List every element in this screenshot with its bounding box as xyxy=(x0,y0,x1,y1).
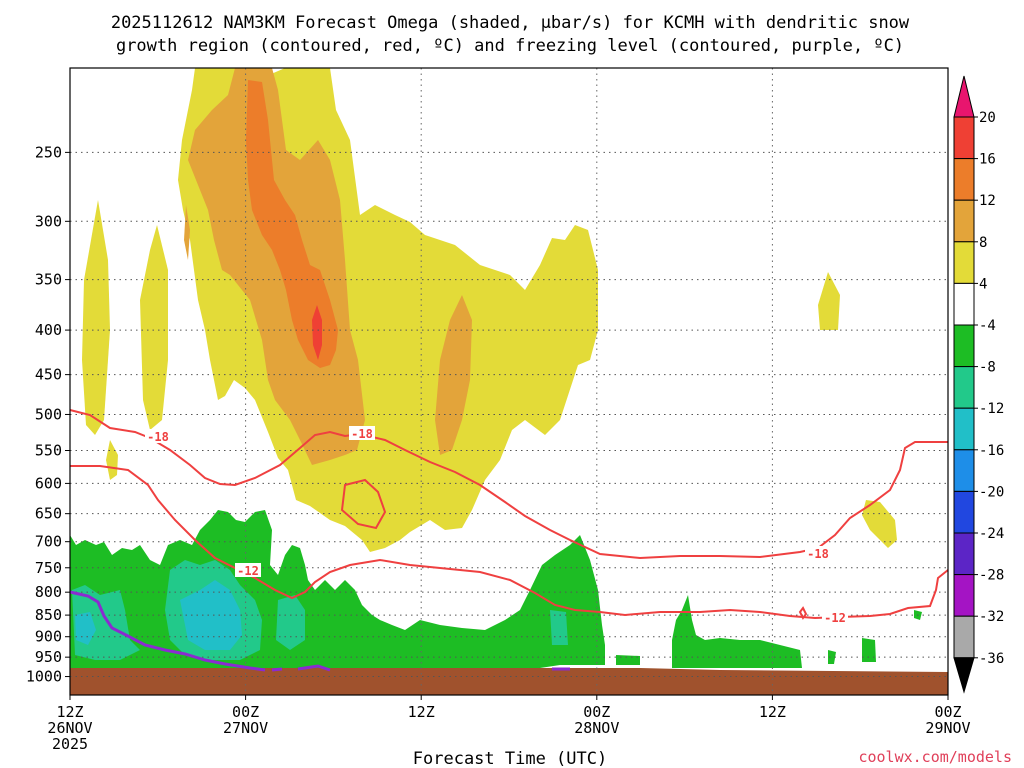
omega-16-20 xyxy=(312,305,322,360)
colorbar-label-5: -4 xyxy=(979,318,996,334)
colorbar-segment-1 xyxy=(953,116,975,160)
y-tick-label-250: 250 xyxy=(35,143,62,161)
colorbar: 20 16 12 8 4 -4 -8 -12 -16 -20 -24 -28 -32 -36 xyxy=(953,75,1004,694)
contour-minus12-loop xyxy=(340,478,387,530)
y-tick-label-450: 450 xyxy=(35,366,62,384)
contour-label-minus12-a: -12 xyxy=(237,564,259,578)
x-tick-label-36-1: 00Z xyxy=(583,703,610,721)
y-tick-label-350: 350 xyxy=(35,271,62,289)
y-tick-label-900: 900 xyxy=(35,628,62,646)
colorbar-segment-11 xyxy=(953,532,975,576)
colorbar-label-4: 4 xyxy=(979,276,987,292)
colorbar-segment-9 xyxy=(953,449,975,492)
credit-link[interactable]: coolwx.com/models xyxy=(858,748,1012,766)
x-axis-label: Forecast Time (UTC) xyxy=(413,749,607,768)
colorbar-segment-5 xyxy=(953,282,975,326)
contour-minus18-right xyxy=(817,441,948,549)
omega-4-8-left1 xyxy=(82,200,110,435)
y-tick-label-700: 700 xyxy=(35,533,62,551)
contour-minus12-small xyxy=(798,606,808,620)
contour-label-minus12-b: -12 xyxy=(824,611,846,625)
chart-title-line1: 2025112612 NAM3KM Forecast Omega (shaded… xyxy=(111,13,910,33)
x-tick-label-12-1: 00Z xyxy=(232,703,259,721)
colorbar-label-3: 8 xyxy=(979,235,987,251)
y-tick-label-1000: 1000 xyxy=(26,668,62,686)
colorbar-segment-2 xyxy=(953,158,975,201)
colorbar-segment-6 xyxy=(953,324,975,368)
x-tick-label-0-1: 12Z xyxy=(56,703,83,721)
x-tick-label-12-2: 27NOV xyxy=(223,719,268,737)
colorbar-segment-13 xyxy=(953,615,975,659)
omega-negative-shading xyxy=(70,510,922,668)
colorbar-label-6: -8 xyxy=(979,360,996,376)
y-axis-ticks: 250 300 350 400 450 500 550 600 650 700 750 800 850 9… xyxy=(26,143,70,686)
omega-4-8-right2 xyxy=(862,500,897,548)
colorbar-segment-4 xyxy=(953,241,975,284)
colorbar-label-0: 20 xyxy=(979,110,996,126)
colorbar-label-2: 12 xyxy=(979,193,996,209)
colorbar-label-12: -32 xyxy=(979,609,1004,625)
omega-neg-4-8-small3 xyxy=(616,655,640,665)
plot-frame xyxy=(69,67,949,696)
omega-4-8-left3 xyxy=(106,440,118,480)
omega-neg-4-8-small2 xyxy=(828,650,836,664)
colorbar-top-arrow xyxy=(953,75,975,118)
y-tick-label-500: 500 xyxy=(35,405,62,423)
omega-neg-12-16b xyxy=(75,612,96,645)
y-tick-label-300: 300 xyxy=(35,212,62,230)
omega-neg-12-16 xyxy=(180,580,242,650)
colorbar-segment-10 xyxy=(953,490,975,534)
y-tick-label-550: 550 xyxy=(35,442,62,460)
colorbar-label-1: 16 xyxy=(979,152,996,168)
colorbar-label-8: -16 xyxy=(979,443,1004,459)
x-tick-label-0-2: 26NOV xyxy=(47,719,92,737)
x-tick-label-36-2: 28NOV xyxy=(574,719,619,737)
contour-label-minus18-a: -18 xyxy=(147,430,169,444)
colorbar-bottom-arrow xyxy=(953,657,975,694)
x-tick-label-60-1: 00Z xyxy=(934,703,961,721)
contour-labels: -18 -18 -18 -12 -12 xyxy=(145,426,848,625)
contour-minus12 xyxy=(70,465,949,620)
colorbar-label-9: -20 xyxy=(979,484,1004,500)
omega-4-8-right1 xyxy=(818,272,840,330)
omega-8-12-small xyxy=(184,205,190,260)
colorbar-label-7: -12 xyxy=(979,401,1004,417)
contour-label-minus18-c: -18 xyxy=(807,547,829,561)
y-tick-label-850: 850 xyxy=(35,606,62,624)
y-tick-label-650: 650 xyxy=(35,505,62,523)
colorbar-segment-12 xyxy=(953,574,975,617)
y-tick-label-750: 750 xyxy=(35,559,62,577)
colorbar-label-13: -36 xyxy=(979,651,1004,667)
y-tick-label-400: 400 xyxy=(35,321,62,339)
contour-label-minus18-b: -18 xyxy=(351,427,373,441)
colorbar-label-11: -28 xyxy=(979,568,1004,584)
colorbar-segment-8 xyxy=(953,407,975,451)
omega-4-8-left2 xyxy=(140,225,168,430)
y-tick-label-800: 800 xyxy=(35,583,62,601)
x-tick-label-24-1: 12Z xyxy=(408,703,435,721)
colorbar-segment-7 xyxy=(953,366,975,409)
y-tick-label-950: 950 xyxy=(35,648,62,666)
x-tick-label-60-2: 29NOV xyxy=(925,719,970,737)
freezing-level-contour xyxy=(69,590,570,672)
omega-8-12-right xyxy=(435,295,472,455)
x-tick-label-0-3: 2025 xyxy=(52,735,88,753)
omega-neg-4-8-right xyxy=(672,595,802,668)
y-tick-label-600: 600 xyxy=(35,474,62,492)
x-tick-label-48-1: 12Z xyxy=(759,703,786,721)
colorbar-label-10: -24 xyxy=(979,526,1004,542)
omega-neg-4-8-small1 xyxy=(862,638,876,662)
omega-neg-8-12c xyxy=(276,595,305,650)
colorbar-segment-3 xyxy=(953,199,975,243)
underground-fill xyxy=(70,668,948,695)
chart-title-line2: growth region (contoured, red, ºC) and f… xyxy=(116,36,904,56)
